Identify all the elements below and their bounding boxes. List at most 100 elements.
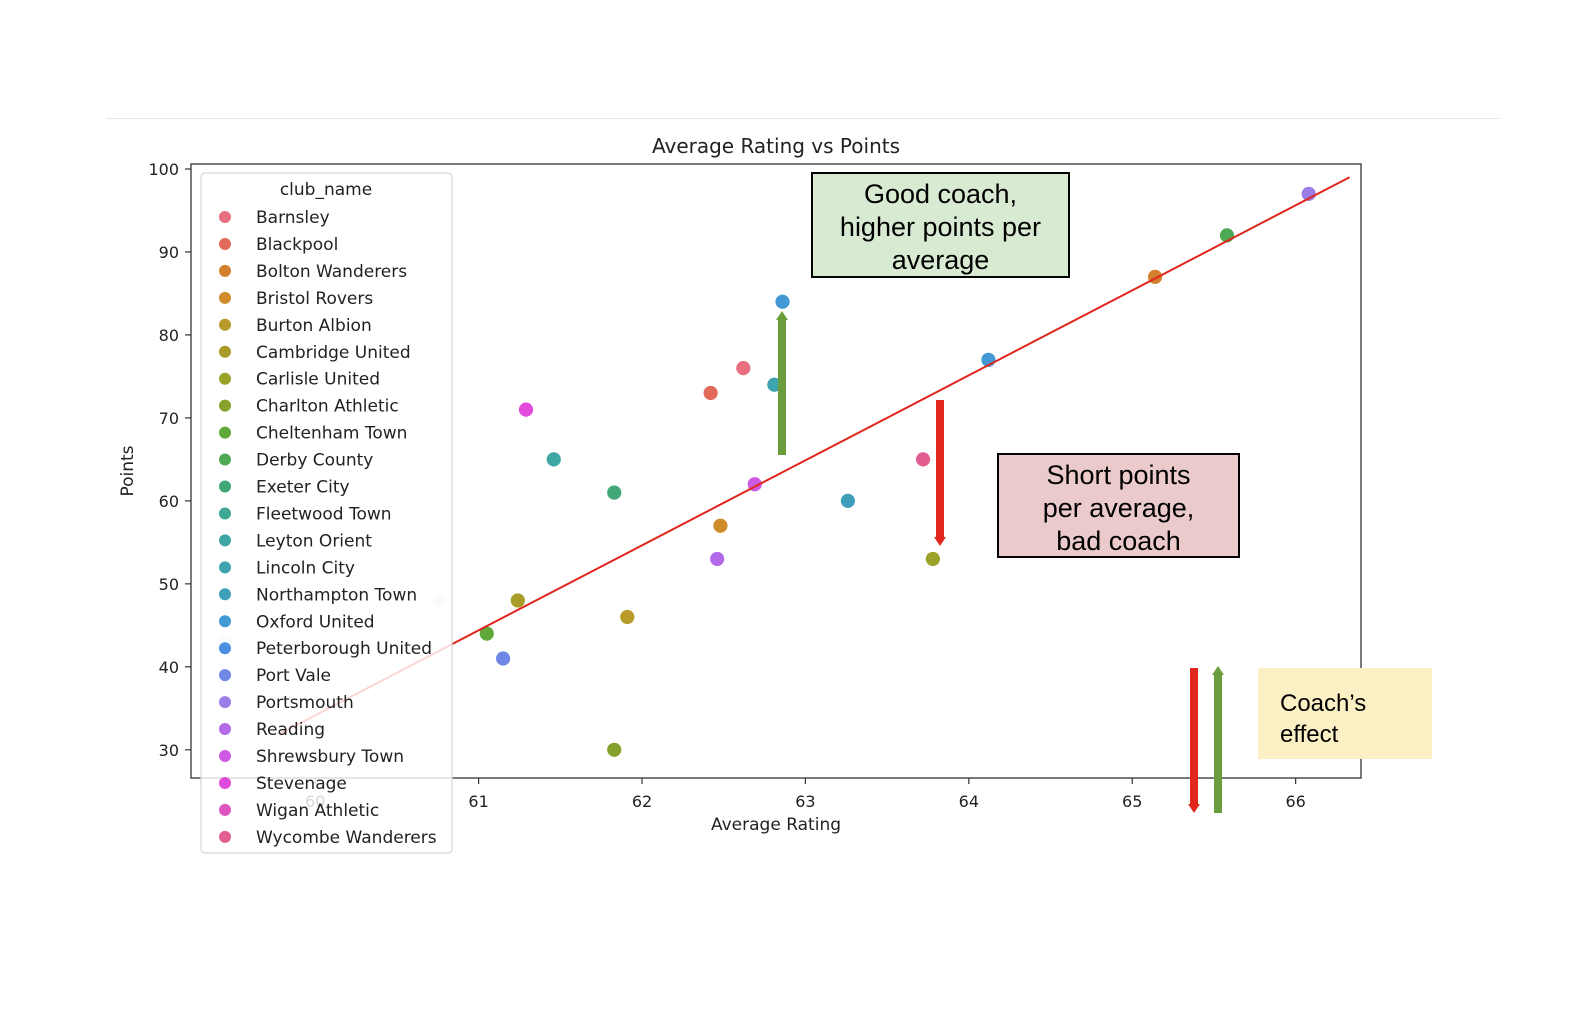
legend-marker bbox=[219, 696, 231, 709]
legend-label: Bolton Wanderers bbox=[256, 262, 407, 282]
legend-label: Wycombe Wanderers bbox=[256, 828, 437, 848]
data-point bbox=[495, 650, 512, 667]
x-tick-label: 66 bbox=[1285, 792, 1305, 811]
legend-label: Portsmouth bbox=[256, 693, 354, 713]
trend-line bbox=[280, 176, 1351, 735]
data-point bbox=[712, 517, 729, 534]
data-point bbox=[509, 592, 526, 609]
legend-label: Northampton Town bbox=[256, 585, 417, 605]
good-coach-up-arrow-head bbox=[776, 311, 788, 320]
x-axis-label: Average Rating bbox=[711, 815, 841, 835]
top-divider bbox=[106, 118, 1500, 119]
legend-marker bbox=[219, 399, 231, 412]
y-tick-label: 90 bbox=[159, 243, 179, 262]
good-coach-line-1: Good coach, bbox=[863, 179, 1018, 209]
legend-marker bbox=[219, 803, 231, 816]
legend-label: Port Vale bbox=[256, 666, 331, 686]
legend-label: Carlisle United bbox=[256, 370, 380, 390]
y-axis-label: Points bbox=[118, 445, 138, 496]
legend-marker bbox=[219, 750, 231, 762]
data-point bbox=[518, 401, 534, 418]
legend-marker bbox=[219, 507, 231, 520]
coach-effect-up-arrow-head bbox=[1212, 666, 1224, 675]
data-point bbox=[915, 451, 931, 468]
legend-box bbox=[200, 172, 453, 854]
legend-label: Wigan Athletic bbox=[256, 801, 379, 821]
legend-marker bbox=[219, 776, 231, 789]
data-point bbox=[839, 492, 856, 509]
coach-effect-down-arrow-head bbox=[1188, 804, 1200, 813]
data-point bbox=[709, 551, 726, 567]
legend-label: Leyton Orient bbox=[256, 531, 372, 551]
legend-marker bbox=[219, 723, 231, 736]
legend-label: Barnsley bbox=[256, 208, 330, 228]
legend-label: Cheltenham Town bbox=[256, 424, 407, 444]
legend-title: club_name bbox=[280, 180, 372, 200]
legend-marker bbox=[219, 211, 231, 223]
y-tick-label: 50 bbox=[159, 575, 179, 594]
bad-coach-annotation: Short points per average, bad coach bbox=[997, 453, 1240, 558]
coach-effect-annotation: Coach’s effect bbox=[1258, 668, 1432, 759]
legend-label: Stevenage bbox=[256, 774, 347, 794]
data-point bbox=[606, 484, 623, 501]
legend-marker bbox=[219, 453, 231, 466]
bad-coach-line-3: bad coach bbox=[1056, 526, 1181, 556]
legend-marker bbox=[219, 237, 231, 250]
legend-label: Burton Albion bbox=[256, 316, 372, 336]
bad-coach-down-arrow-head bbox=[934, 537, 946, 546]
legend-marker bbox=[219, 561, 231, 574]
data-point bbox=[545, 451, 562, 468]
legend-marker bbox=[219, 318, 231, 331]
y-tick-label: 70 bbox=[159, 409, 179, 428]
x-tick-label: 62 bbox=[632, 792, 652, 811]
legend-label: Fleetwood Town bbox=[256, 504, 392, 524]
y-tick-label: 60 bbox=[159, 492, 179, 511]
data-point bbox=[924, 551, 941, 567]
bad-coach-line-1: Short points bbox=[1046, 460, 1191, 490]
data-point bbox=[735, 360, 752, 377]
good-coach-line-3: average bbox=[891, 245, 990, 275]
legend-marker bbox=[219, 291, 231, 304]
legend-marker bbox=[219, 345, 231, 358]
legend-label: Reading bbox=[256, 720, 325, 740]
legend-marker bbox=[219, 615, 231, 628]
data-point bbox=[606, 741, 623, 758]
y-tick-label: 80 bbox=[159, 326, 179, 345]
x-tick-label: 65 bbox=[1122, 792, 1142, 811]
legend-label: Bristol Rovers bbox=[256, 289, 373, 309]
chart-title: Average Rating vs Points bbox=[652, 134, 900, 158]
legend-label: Derby County bbox=[256, 451, 373, 471]
y-tick-label: 40 bbox=[159, 658, 179, 677]
legend-label: Peterborough United bbox=[256, 639, 432, 659]
x-tick-label: 63 bbox=[795, 792, 815, 811]
coach-effect-line-2: effect bbox=[1280, 721, 1339, 748]
good-coach-line-2: higher points per bbox=[839, 212, 1042, 242]
legend-label: Charlton Athletic bbox=[256, 397, 399, 417]
y-tick-label: 30 bbox=[159, 741, 179, 760]
legend-label: Exeter City bbox=[256, 478, 350, 498]
legend-label: Blackpool bbox=[256, 235, 338, 255]
x-tick-label: 61 bbox=[468, 792, 488, 811]
legend-marker bbox=[219, 264, 231, 277]
data-point bbox=[619, 609, 636, 625]
legend-label: Oxford United bbox=[256, 612, 375, 632]
legend-label: Lincoln City bbox=[256, 558, 355, 578]
legend-marker bbox=[219, 588, 231, 601]
x-tick-label: 64 bbox=[959, 792, 979, 811]
legend-label: Shrewsbury Town bbox=[256, 747, 404, 767]
legend-marker bbox=[219, 534, 231, 547]
legend-marker bbox=[219, 669, 231, 682]
y-tick-label: 100 bbox=[148, 160, 179, 179]
bad-coach-line-2: per average, bbox=[1042, 493, 1195, 523]
legend-marker bbox=[219, 426, 231, 439]
data-point bbox=[702, 385, 719, 401]
legend-label: Cambridge United bbox=[256, 343, 411, 363]
legend-marker bbox=[219, 642, 231, 655]
coach-effect-line-1: Coach’s bbox=[1280, 690, 1367, 717]
legend-marker bbox=[219, 480, 231, 493]
data-point bbox=[774, 293, 791, 310]
legend-marker bbox=[219, 372, 231, 385]
legend-marker bbox=[219, 830, 231, 843]
good-coach-annotation: Good coach, higher points per average bbox=[811, 172, 1070, 278]
